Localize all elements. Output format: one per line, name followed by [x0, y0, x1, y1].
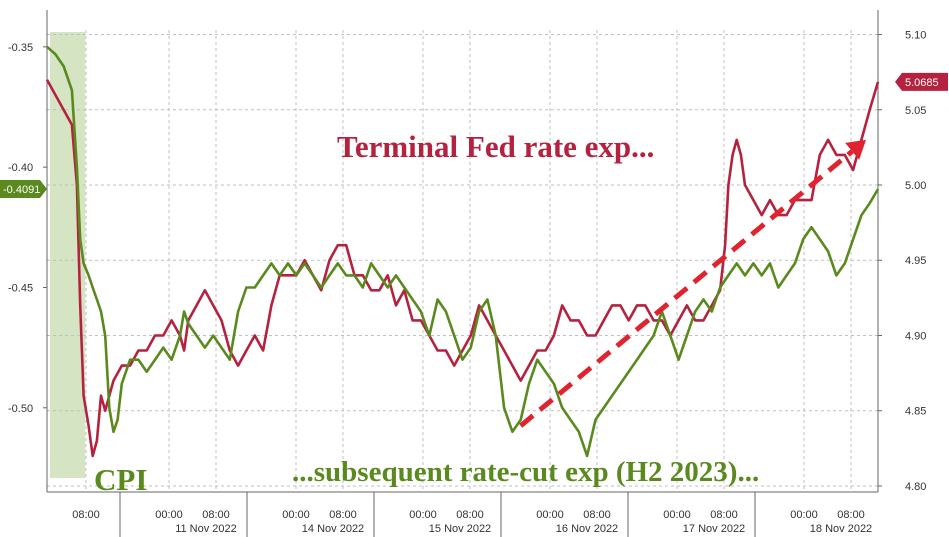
- right-tick-label: 4.85: [905, 406, 926, 418]
- trend-arrow-shaft: [519, 149, 854, 428]
- x-date-label: 14 Nov 2022: [302, 523, 364, 535]
- x-tick-label: 08:00: [710, 509, 738, 521]
- series-line-rate_cut_exp: [46, 45, 880, 458]
- x-tick-label: 00:00: [790, 509, 818, 521]
- x-date-label: 18 Nov 2022: [810, 523, 872, 535]
- annotation-fed: Terminal Fed rate exp...: [337, 129, 654, 164]
- right-tick-label: 4.80: [905, 481, 926, 493]
- annotation-cpi: CPI: [94, 462, 147, 497]
- right-last-value: 5.0685: [905, 77, 939, 89]
- series-line-terminal_fed_rate: [45, 79, 880, 458]
- x-date-label: 16 Nov 2022: [556, 523, 618, 535]
- right-tick-label: 5.10: [905, 30, 926, 42]
- x-tick-label: 08:00: [456, 509, 484, 521]
- x-tick-label: 00:00: [536, 509, 564, 521]
- grid: [47, 30, 878, 492]
- right-tick-label: 4.95: [905, 255, 926, 267]
- left-last-value: -0.4091: [3, 184, 40, 196]
- x-tick-label: 08:00: [202, 509, 230, 521]
- x-tick-label: 00:00: [409, 509, 437, 521]
- x-tick-label: 00:00: [155, 509, 183, 521]
- x-tick-label: 08:00: [837, 509, 865, 521]
- x-tick-label: 08:00: [583, 509, 611, 521]
- x-tick-label: 08:00: [329, 509, 357, 521]
- x-date-label: 11 Nov 2022: [175, 523, 237, 535]
- right-tick-label: 4.90: [905, 330, 926, 342]
- trend-arrow: [519, 139, 866, 428]
- right-tick-label: 5.00: [905, 180, 926, 192]
- axis-labels: -0.35 -0.40 -0.45 -0.50 5.10 5.05 5.00 4.95 4.90…: [0, 30, 948, 535]
- x-date-label: 15 Nov 2022: [429, 523, 491, 535]
- trend-arrow-head: [845, 139, 866, 160]
- annotations: Terminal Fed rate exp... ...subsequent ra…: [94, 129, 759, 497]
- left-last-value-tag: [0, 180, 47, 199]
- left-tick-label: -0.35: [8, 42, 33, 54]
- annotation-cut: ...subsequent rate-cut exp (H2 2023)...: [292, 456, 759, 488]
- left-tick-label: -0.40: [8, 162, 33, 174]
- series-lines: [45, 45, 880, 458]
- x-tick-label: 08:00: [72, 509, 100, 521]
- x-tick-label: 00:00: [663, 509, 691, 521]
- axes: [43, 10, 882, 537]
- left-tick-label: -0.50: [8, 403, 33, 415]
- x-tick-label: 00:00: [282, 509, 310, 521]
- right-tick-label: 5.05: [905, 105, 926, 117]
- right-last-value-tag: [895, 72, 948, 91]
- x-date-label: 17 Nov 2022: [683, 523, 745, 535]
- left-tick-label: -0.45: [8, 282, 33, 294]
